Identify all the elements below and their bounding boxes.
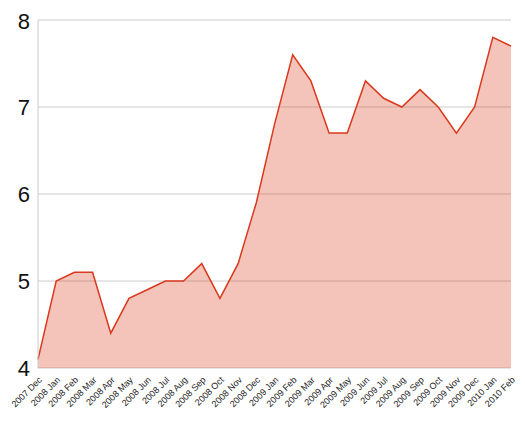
svg-text:2009 Jun: 2009 Jun <box>338 374 372 409</box>
svg-text:2009 Feb: 2009 Feb <box>264 374 299 409</box>
svg-text:2009 Jan: 2009 Jan <box>247 374 281 409</box>
svg-text:2010 Jan: 2010 Jan <box>465 374 499 409</box>
svg-text:2007 Dec: 2007 Dec <box>9 374 44 410</box>
svg-text:2008 May: 2008 May <box>99 374 135 410</box>
svg-text:2008 Apr: 2008 Apr <box>84 374 117 408</box>
svg-text:4: 4 <box>18 356 30 381</box>
svg-text:2009 May: 2009 May <box>318 374 354 410</box>
svg-text:5: 5 <box>18 269 30 294</box>
svg-text:2008 Aug: 2008 Aug <box>155 374 190 409</box>
svg-text:2008 Sep: 2008 Sep <box>173 374 208 410</box>
svg-text:7: 7 <box>18 95 30 120</box>
svg-text:2009 Sep: 2009 Sep <box>391 374 426 410</box>
svg-text:6: 6 <box>18 182 30 207</box>
svg-text:2008 Dec: 2008 Dec <box>227 374 263 410</box>
svg-text:8: 8 <box>18 9 30 34</box>
svg-text:2009 Mar: 2009 Mar <box>282 374 317 409</box>
svg-text:2008 Nov: 2008 Nov <box>209 374 244 410</box>
svg-text:2008 Jan: 2008 Jan <box>28 374 63 409</box>
svg-text:2008 Jul: 2008 Jul <box>140 374 172 406</box>
svg-text:2009 Aug: 2009 Aug <box>373 374 408 409</box>
svg-text:2009 Apr: 2009 Apr <box>302 374 335 408</box>
svg-text:2009 Oct: 2009 Oct <box>411 374 445 408</box>
svg-text:2008 Jun: 2008 Jun <box>119 374 154 409</box>
svg-text:2008 Mar: 2008 Mar <box>64 374 99 409</box>
svg-text:2009 Nov: 2009 Nov <box>428 374 463 410</box>
svg-text:2009 Dec: 2009 Dec <box>446 374 481 410</box>
svg-text:2010 Feb: 2010 Feb <box>483 375 517 409</box>
svg-text:2009 Jul: 2009 Jul <box>358 374 390 406</box>
svg-text:2008 Oct: 2008 Oct <box>193 374 226 408</box>
svg-text:2008 Feb: 2008 Feb <box>46 374 81 409</box>
